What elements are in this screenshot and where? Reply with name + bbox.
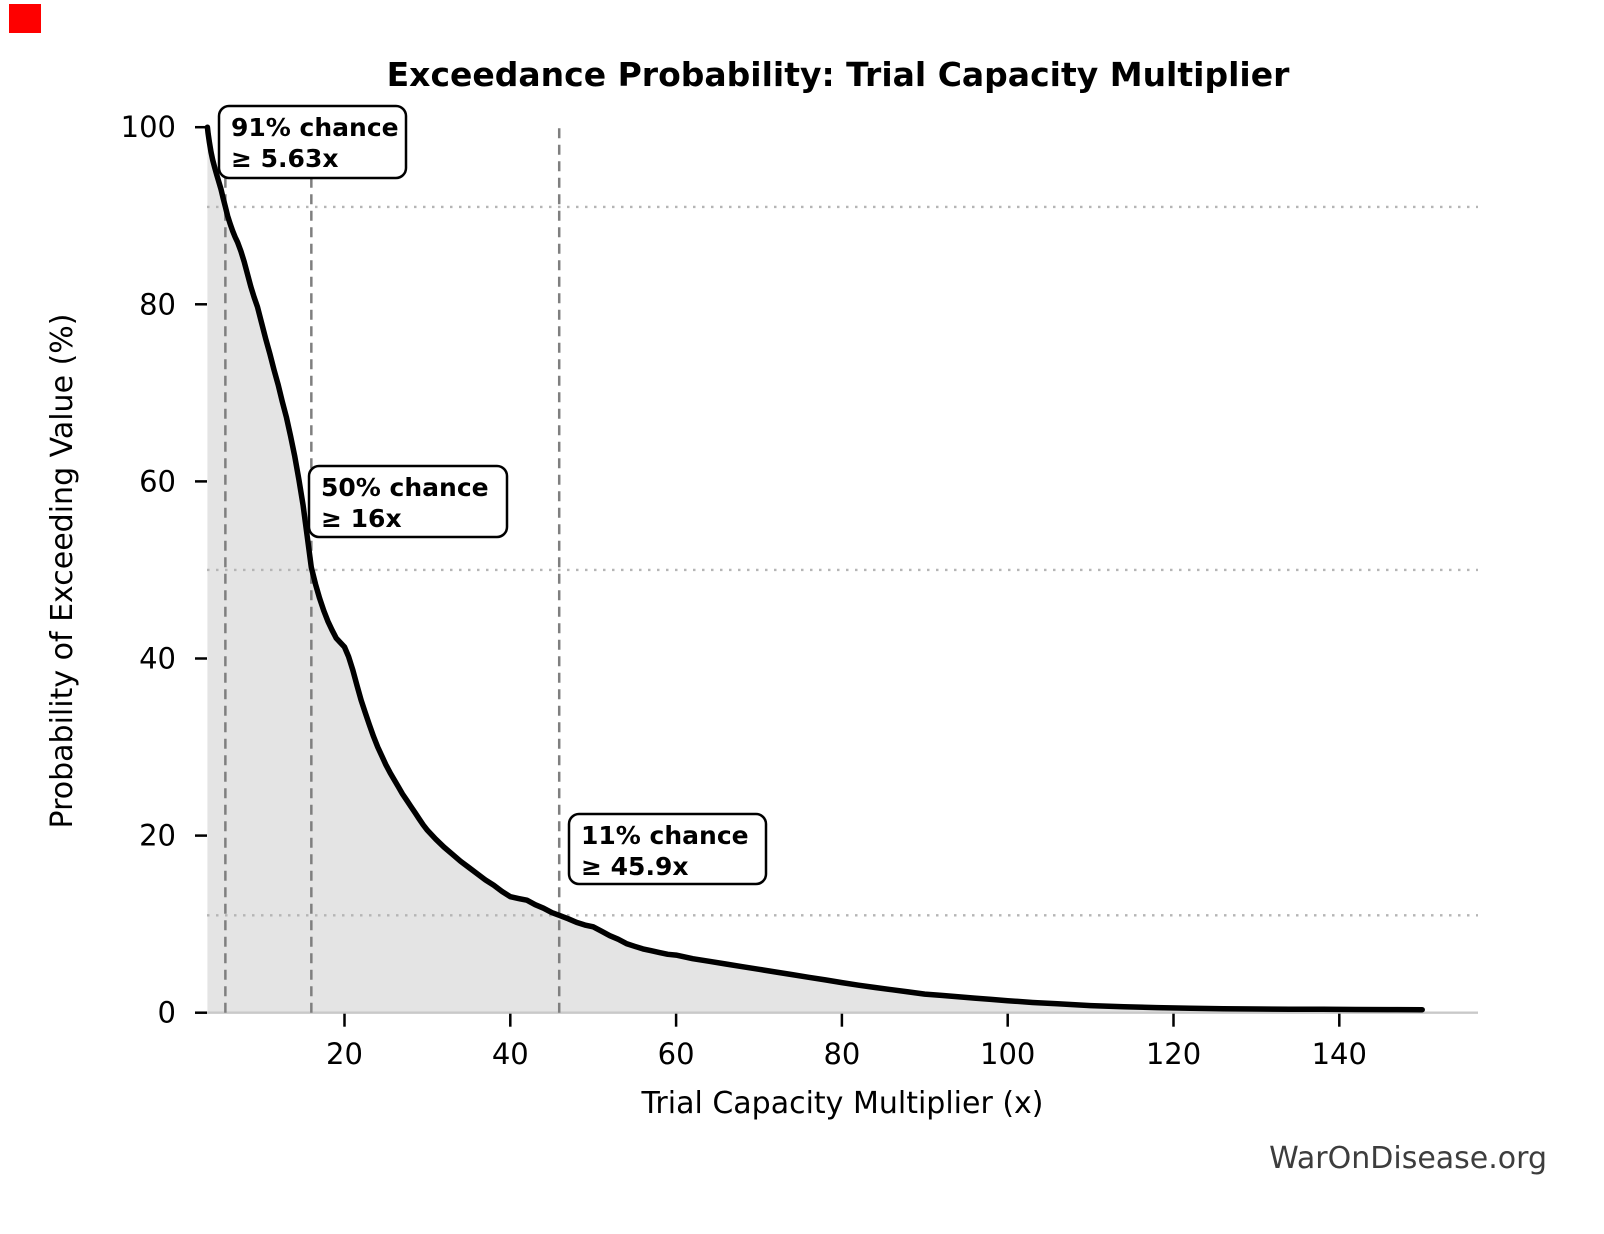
annotation-2-line1: 50% chance <box>321 473 489 502</box>
annotation-box-2 <box>307 464 509 539</box>
y-tick-label-80: 80 <box>139 287 176 321</box>
x-axis-label: Trial Capacity Multiplier (x) <box>640 1086 1043 1121</box>
y-tick-label-20: 20 <box>139 819 176 853</box>
x-tick-label-100: 100 <box>980 1037 1035 1071</box>
annotation-3: 11% chance≥ 45.9x <box>567 812 768 886</box>
annotation-2-line2: ≥ 16x <box>321 504 402 533</box>
y-axis-label: Probability of Exceeding Value (%) <box>45 314 80 829</box>
record-indicator <box>9 4 41 33</box>
y-tick-label-40: 40 <box>139 642 176 676</box>
x-tick-label-20: 20 <box>326 1037 363 1071</box>
chart-title: Exceedance Probability: Trial Capacity M… <box>387 55 1290 94</box>
annotation-1-line2: ≥ 5.63x <box>231 144 338 173</box>
annotation-box-1 <box>217 104 408 180</box>
x-tick-label-120: 120 <box>1146 1037 1201 1071</box>
x-tick-label-80: 80 <box>823 1037 860 1071</box>
y-tick-label-60: 60 <box>139 464 176 498</box>
y-tick-label-0: 0 <box>158 996 176 1030</box>
annotation-box-3 <box>567 812 768 886</box>
watermark: WarOnDisease.org <box>1269 1141 1547 1176</box>
x-tick-label-40: 40 <box>492 1037 529 1071</box>
exceedance-curve <box>204 124 1425 1013</box>
y-tick-label-100: 100 <box>121 110 176 144</box>
annotation-2: 50% chance≥ 16x <box>307 464 509 539</box>
annotation-1-line1: 91% chance <box>231 113 399 142</box>
area-fill <box>207 127 1423 1013</box>
annotation-3-line1: 11% chance <box>581 821 749 850</box>
annotation-1: 91% chance≥ 5.63x <box>217 104 408 180</box>
x-tick-label-140: 140 <box>1312 1037 1367 1071</box>
x-tick-label-60: 60 <box>658 1037 695 1071</box>
annotation-3-line2: ≥ 45.9x <box>581 852 688 881</box>
